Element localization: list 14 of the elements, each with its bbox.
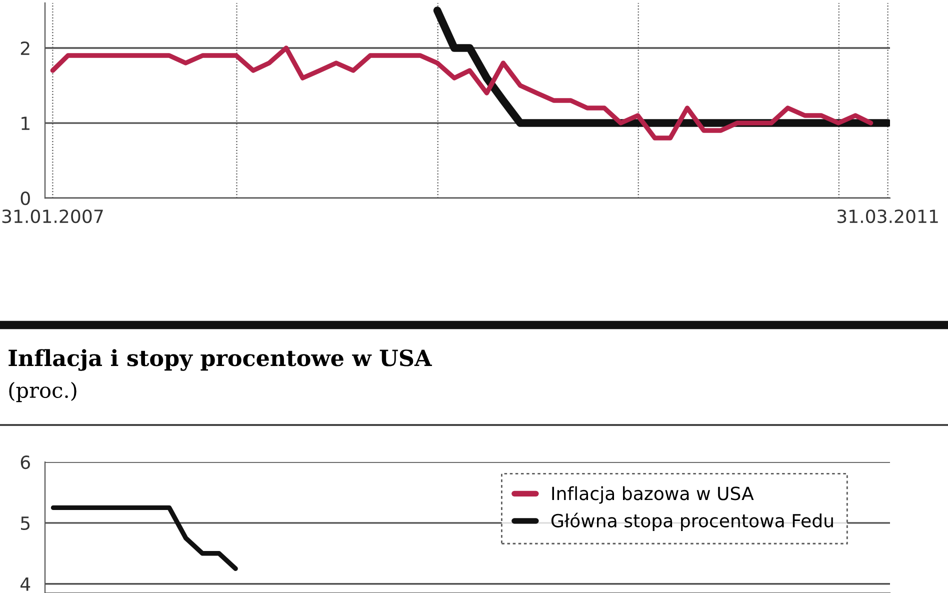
x-tick-label: 31.01.2007 [2, 209, 103, 224]
line-series [50, 46, 874, 140]
line-series [50, 505, 238, 571]
x-tick-label: 31.03.2011 [837, 209, 938, 224]
y-tick-label: 0 [20, 192, 30, 206]
chart-title: Inflacja i stopy procentowe w USA [8, 349, 432, 371]
legend-label: Główna stopa procentowa Fedu [551, 512, 833, 531]
y-tick-label: 4 [20, 578, 30, 591]
legend-label: Inflacja bazowa w USA [552, 486, 754, 504]
y-tick-label: 5 [21, 516, 30, 530]
y-tick-label: 2 [20, 41, 30, 55]
y-tick-label: 1 [22, 116, 30, 130]
y-tick-label: 6 [20, 455, 30, 470]
chart-subtitle: (proc.) [9, 382, 76, 402]
